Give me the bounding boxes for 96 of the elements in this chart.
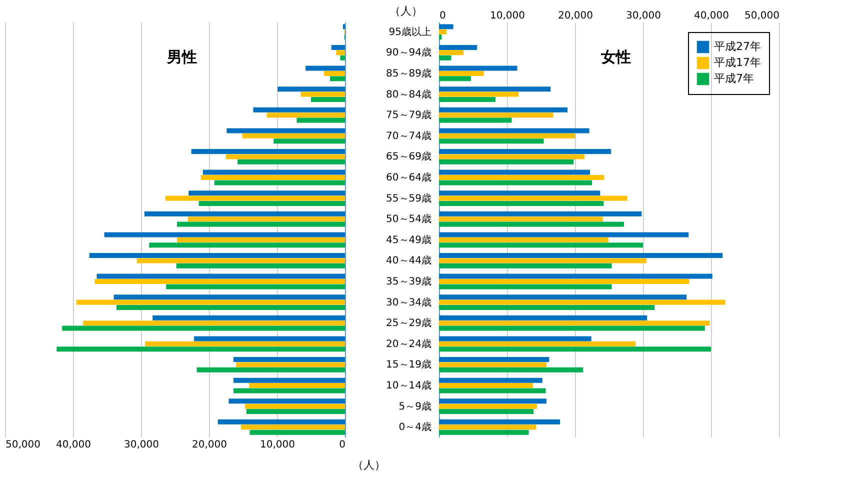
- text: 男性: [166, 48, 197, 66]
- bar: [116, 305, 345, 310]
- bar: [238, 159, 345, 164]
- y-tick-label: 50～54歳: [386, 213, 432, 226]
- bar: [176, 263, 345, 268]
- bar: [188, 216, 345, 222]
- bar: [246, 409, 345, 414]
- y-tick-label: 65～69歳: [386, 150, 432, 163]
- bar: [136, 258, 345, 264]
- x-axis-title: （人）: [352, 458, 386, 472]
- text: 女性: [600, 48, 631, 66]
- y-tick-label: 55～59歳: [386, 192, 432, 204]
- y-tick-label: 85～89歳: [386, 67, 432, 80]
- bar: [177, 222, 345, 227]
- y-tick-label: 10～14歳: [386, 380, 432, 392]
- bar: [62, 326, 345, 331]
- bar: [245, 404, 345, 409]
- y-tick-label: 80～84歳: [386, 88, 432, 100]
- bar: [76, 300, 345, 305]
- bar: [214, 180, 345, 186]
- bar: [240, 424, 345, 430]
- bar: [196, 367, 345, 372]
- bar: [233, 378, 345, 383]
- bar: [226, 128, 345, 134]
- bar: [165, 196, 345, 201]
- bar: [202, 170, 345, 175]
- y-tick-label: 20～24歳: [386, 338, 432, 350]
- y-tick-label: 30～34歳: [386, 296, 432, 308]
- bar: [177, 237, 345, 242]
- legend-label: 平成17年: [714, 56, 761, 69]
- x-tick-label: 10,000: [490, 10, 525, 22]
- y-tick-label: 90～94歳: [386, 46, 432, 59]
- bar: [114, 294, 345, 300]
- bar: [191, 148, 345, 154]
- bar: [89, 253, 345, 258]
- bar: [300, 92, 345, 97]
- bar: [242, 133, 345, 138]
- legend-label: 平成7年: [714, 72, 754, 85]
- y-tick-label: 0～4歳: [398, 421, 432, 434]
- bar: [188, 190, 345, 196]
- bar: [166, 284, 345, 290]
- bar: [149, 242, 345, 248]
- bar: [296, 118, 345, 123]
- bar: [145, 341, 345, 346]
- x-tick-label: 40,000: [56, 440, 91, 450]
- x-tick-label: 20,000: [192, 440, 227, 450]
- x-tick-label: 50,000: [6, 440, 40, 450]
- y-tick-label: 5～9歳: [398, 400, 432, 412]
- bar: [253, 107, 345, 112]
- bar: [236, 362, 345, 368]
- x-tick-label: 30,000: [626, 10, 661, 22]
- bar: [104, 232, 345, 238]
- bar: [228, 398, 345, 404]
- y-tick-label: 75～79歳: [386, 109, 432, 122]
- y-tick-label: 45～49歳: [386, 234, 432, 246]
- bar: [324, 70, 345, 76]
- bar: [233, 388, 345, 394]
- y-tick-label: 35～39歳: [386, 276, 432, 288]
- x-tick-label: 20,000: [558, 10, 593, 22]
- bar: [340, 55, 345, 60]
- bar: [144, 211, 345, 216]
- bar: [330, 76, 345, 82]
- bar: [311, 96, 345, 102]
- bar: [331, 44, 345, 50]
- legend-label: 平成27年: [714, 40, 761, 53]
- bar: [306, 66, 345, 71]
- bar: [96, 274, 345, 279]
- y-tick-label: 25～29歳: [386, 317, 432, 330]
- y-tick-label: 95歳以上: [388, 26, 432, 38]
- bar: [200, 174, 345, 180]
- bar: [94, 279, 345, 284]
- bar: [218, 419, 345, 424]
- y-tick-label: 60～64歳: [386, 171, 432, 184]
- y-tick-label: 70～74歳: [386, 130, 432, 142]
- bar: [152, 315, 345, 320]
- bar: [274, 138, 345, 144]
- bar: [266, 112, 345, 118]
- bar: [83, 320, 345, 326]
- x-tick-label: 0: [440, 10, 446, 22]
- bar: [233, 357, 345, 362]
- x-tick-label: 10,000: [260, 440, 295, 450]
- x-tick-label: 30,000: [124, 440, 159, 450]
- x-axis-title: （人）: [390, 4, 422, 18]
- bar: [56, 346, 345, 352]
- bar: [194, 336, 345, 342]
- y-tick-label: 15～19歳: [386, 358, 432, 371]
- x-tick-label: 50,000: [744, 10, 780, 22]
- y-tick-label: 40～44歳: [386, 254, 432, 267]
- x-tick-label: 40,000: [694, 10, 729, 22]
- bar: [226, 154, 345, 160]
- bar: [198, 200, 345, 206]
- bar: [336, 50, 345, 56]
- bar: [278, 86, 345, 92]
- x-tick-label: 0: [339, 440, 346, 450]
- bar: [250, 430, 345, 435]
- bar: [249, 383, 345, 388]
